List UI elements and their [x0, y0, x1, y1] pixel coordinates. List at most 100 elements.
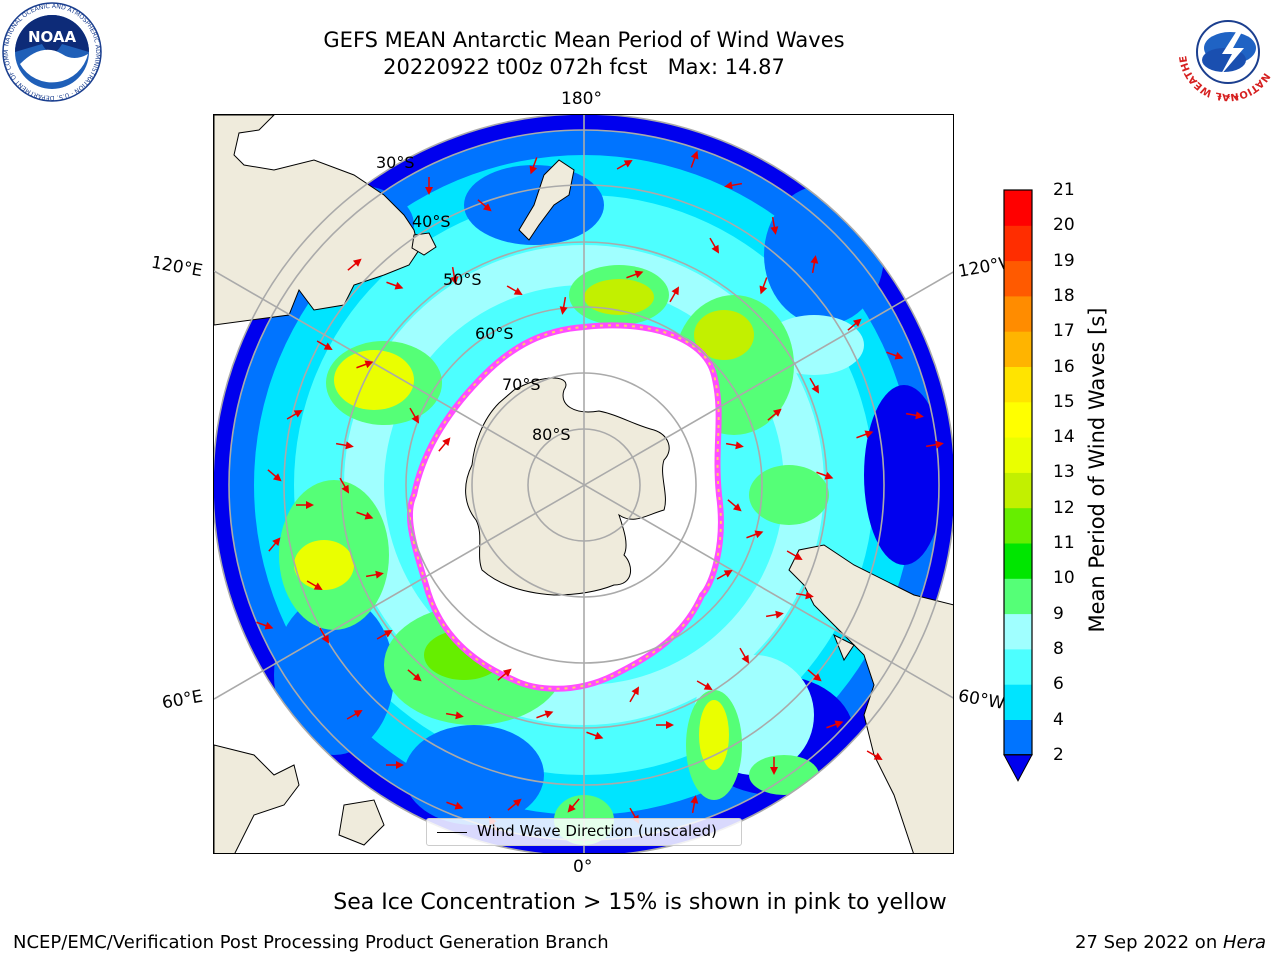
wind-direction-arrow — [339, 477, 349, 494]
wind-direction-arrow — [809, 377, 819, 394]
wind-direction-arrow — [696, 680, 713, 690]
graticule — [214, 115, 953, 853]
wind-direction-arrow — [690, 150, 699, 168]
colorbar — [1003, 189, 1033, 782]
colorbar-band — [1004, 295, 1032, 332]
wind-direction-arrow — [746, 530, 764, 539]
colorbar-frame — [1003, 189, 1033, 756]
wind-direction-arrow — [826, 720, 844, 729]
colorbar-tick-label: 2 — [1053, 744, 1064, 765]
chart-subtitle: 20220922 t00z 072h fcst Max: 14.87 — [383, 55, 785, 79]
south-georgia-land — [833, 633, 855, 662]
colorbar-tick-label: 13 — [1053, 462, 1075, 483]
wind-direction-arrows — [256, 150, 944, 833]
colorbar-tick-label: 20 — [1053, 215, 1075, 236]
colorbar-under-triangle — [1003, 754, 1033, 782]
wind-direction-arrow — [446, 801, 464, 810]
lat-label-40s: 40°S — [412, 212, 451, 231]
colorbar-tick-label: 21 — [1053, 180, 1075, 200]
wind-direction-arrow — [866, 750, 883, 760]
wind-direction-arrow — [407, 669, 422, 682]
wind-direction-arrow — [586, 731, 604, 740]
colorbar-tick-label: 14 — [1053, 427, 1075, 448]
colorbar-tick-label: 12 — [1053, 497, 1075, 518]
wind-direction-arrow — [669, 286, 679, 303]
legend-label: Wind Wave Direction (unscaled) — [477, 822, 717, 840]
wind-direction-arrow — [306, 580, 323, 590]
wind-direction-arrow — [727, 499, 742, 512]
wind-direction-arrow — [626, 270, 644, 279]
wind-direction-arrow — [536, 710, 554, 719]
svg-text:★ ★ ★: ★ ★ ★ — [1216, 93, 1239, 101]
wind-direction-arrow — [770, 216, 779, 235]
wind-direction-arrow — [296, 501, 314, 509]
wind-direction-arrow — [268, 537, 281, 552]
wind-direction-arrow — [267, 469, 282, 482]
colorbar-band — [1004, 684, 1032, 720]
wind-direction-arrow — [770, 757, 778, 775]
wind-direction-arrow — [477, 199, 492, 212]
new-zealand-land — [518, 159, 575, 241]
wind-direction-arrow — [529, 157, 538, 175]
colorbar-label: Mean Period of Wind Waves [s] — [1085, 307, 1109, 633]
colorbar-band — [1004, 719, 1032, 756]
wind-direction-arrow — [356, 511, 374, 520]
wind-direction-arrow — [386, 761, 404, 769]
wind-direction-arrow — [716, 570, 733, 580]
wind-direction-arrow — [507, 798, 522, 811]
footer-host: Hera — [1222, 932, 1266, 953]
wind-direction-arrow — [316, 340, 333, 350]
wind-direction-arrow — [506, 285, 523, 295]
colorbar-tick-label: 4 — [1053, 709, 1064, 730]
wind-direction-arrow — [816, 471, 834, 480]
wind-direction-arrow — [629, 686, 639, 703]
wind-direction-arrow — [905, 411, 924, 420]
colorbar-bands — [1004, 190, 1032, 756]
colorbar-tick-label: 19 — [1053, 250, 1075, 271]
nws-logo: NATIONAL WEATHER SERVICE ★ ★ ★ — [1174, 0, 1278, 102]
africa-land — [214, 744, 300, 853]
wind-direction-arrow — [856, 430, 874, 439]
wind-direction-arrow — [559, 296, 568, 315]
wind-direction-arrow — [656, 721, 674, 729]
colorbar-tick-label: 17 — [1053, 321, 1075, 342]
lat-label-60s: 60°S — [475, 324, 514, 343]
colorbar-tick-label: 9 — [1053, 603, 1064, 624]
tasmania-land — [411, 232, 437, 256]
wind-direction-arrow — [795, 591, 814, 600]
wind-direction-arrow — [739, 647, 749, 664]
colorbar-band — [1004, 401, 1032, 438]
lon-label-60w: 60°W — [956, 686, 1007, 714]
wind-direction-arrow — [497, 668, 512, 681]
colorbar-band — [1004, 578, 1032, 615]
wind-direction-arrow — [886, 351, 904, 360]
colorbar-tick-label: 11 — [1053, 533, 1075, 553]
wind-direction-arrow — [450, 266, 459, 285]
wind-direction-arrow — [725, 441, 744, 450]
colorbar-band — [1004, 507, 1032, 544]
wind-direction-arrow — [810, 255, 819, 274]
colorbar-band — [1004, 472, 1032, 509]
colorbar-tick-label: 18 — [1053, 285, 1075, 306]
colorbar-tick-label: 8 — [1053, 638, 1064, 659]
lat-label-70s: 70°S — [502, 375, 541, 394]
wind-direction-arrow — [256, 621, 274, 630]
colorbar-band — [1004, 331, 1032, 367]
lon-label-120e: 120°E — [149, 252, 205, 282]
noaa-text: NOAA — [28, 28, 77, 46]
wind-direction-arrow — [365, 570, 384, 579]
wind-direction-arrow — [335, 441, 354, 450]
footer-date-text: 27 Sep 2022 on — [1075, 932, 1223, 953]
colorbar-band — [1004, 648, 1032, 685]
lat-label-30s: 30°S — [376, 153, 415, 172]
wind-direction-arrow — [347, 258, 362, 271]
colorbar-band — [1004, 437, 1032, 473]
colorbar-band — [1004, 225, 1032, 262]
colorbar-band — [1004, 366, 1032, 403]
wind-direction-arrow — [925, 440, 944, 449]
wind-direction-arrow — [356, 360, 374, 369]
wind-direction-arrow — [346, 710, 363, 720]
lon-label-0: 0° — [573, 857, 593, 877]
wind-direction-arrow — [445, 711, 464, 720]
colorbar-band — [1004, 543, 1032, 579]
